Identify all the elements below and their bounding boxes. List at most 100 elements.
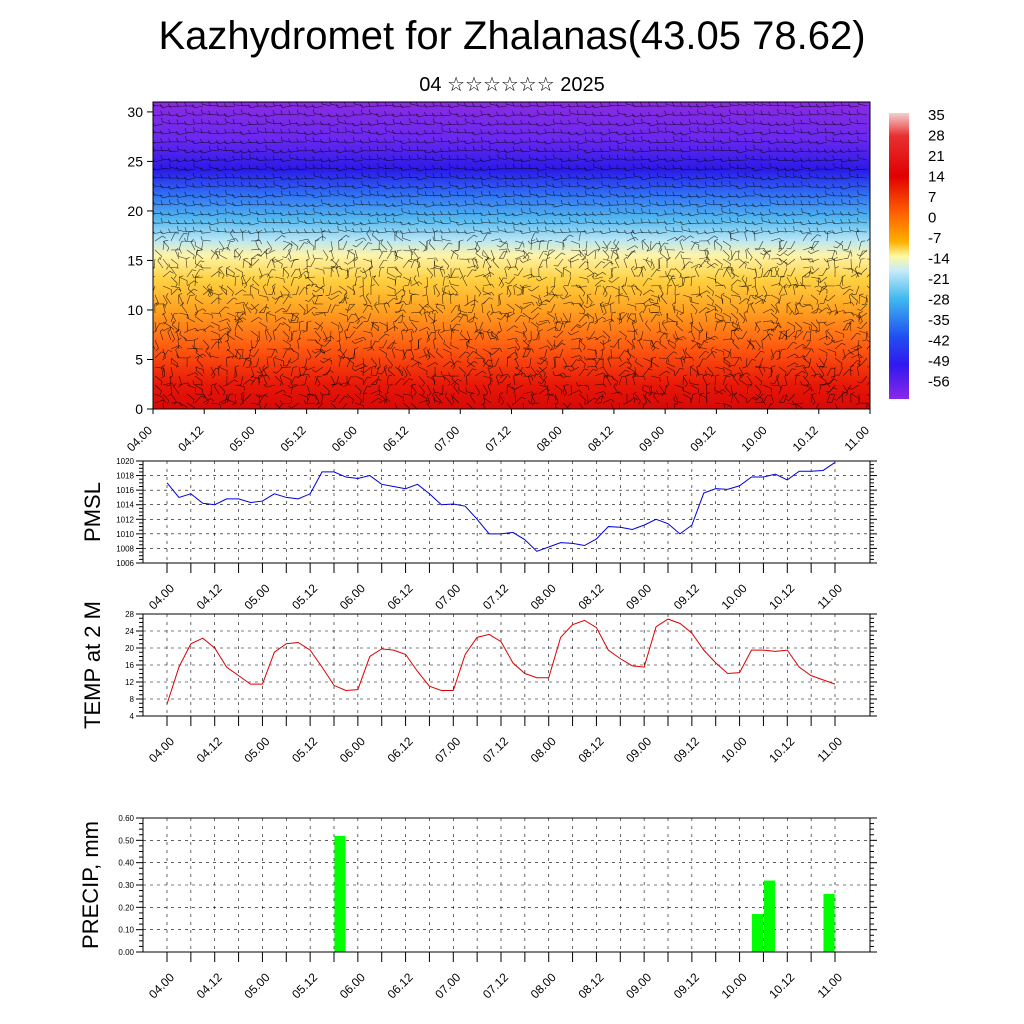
wind-barb-flag [281,264,283,269]
wind-barb-flag [488,210,491,215]
wind-barb-flag [528,145,531,150]
wind-barb-flag [408,111,411,116]
wind-barb-flag [823,166,827,171]
wind-barb [858,168,868,171]
wind-barb-flag [191,212,195,216]
wind-barb-flag [304,242,309,244]
wind-barb-flag [312,246,315,251]
wind-barb [842,167,852,170]
wind-barb [554,204,564,208]
wind-barb [858,211,868,215]
wind-barb-flag [296,146,299,151]
wind-barb [482,177,492,181]
wind-barb-flag [195,249,198,254]
wind-barb [418,157,428,161]
wind-barb-flag [680,137,683,142]
wind-barb [282,123,292,126]
wind-barb-flag [631,194,635,199]
wind-barb-flag [283,278,285,283]
wind-barb-flag [295,269,300,271]
wind-barb [706,212,716,215]
wind-barb-flag [757,276,762,279]
wind-barb [794,122,804,125]
wind-barb-flag [164,239,169,242]
wind-barb-flag [711,176,715,180]
wind-barb-flag [591,112,595,117]
wind-barb-flag [567,259,571,263]
wind-barb-flag [497,217,499,222]
wind-barb-flag [614,256,619,261]
wind-barb [706,276,716,280]
wind-barb-flag [799,193,803,197]
wind-barb-flag [730,230,735,233]
wind-barb-flag [816,227,819,232]
wind-barb-flag [848,182,851,187]
wind-barb-flag [456,164,459,169]
wind-barb-flag [231,193,235,198]
wind-barb [586,194,596,197]
wind-barb-flag [601,247,606,249]
wind-barb [834,231,844,234]
wind-barb-flag [218,250,221,255]
wind-barb-flag [528,174,531,179]
wind-barb-flag [481,144,483,149]
wind-barb-flag [492,257,496,262]
wind-barb [410,158,420,161]
wind-barb [570,258,580,263]
wind-barb [626,251,633,260]
wind-barb-flag [176,138,179,142]
wind-barb-flag [359,103,363,108]
wind-barb-flag [681,225,683,230]
wind-barb-flag [814,285,819,288]
wind-barb [266,105,276,108]
wind-barb [522,231,532,234]
wind-barb [322,141,332,143]
wind-barb [321,232,324,242]
wind-barb-flag [680,173,683,178]
wind-barb [610,211,620,215]
wind-barb [354,237,364,242]
wind-barb [682,276,692,279]
wind-barb [530,232,535,242]
wind-barb [818,105,828,108]
wind-barb [202,150,212,154]
wind-barb-flag [320,138,323,143]
wind-barb-flag [335,104,339,108]
wind-barb-flag [360,154,363,159]
wind-barb [378,175,388,179]
wind-barb [273,159,284,161]
wind-barb-flag [568,191,571,196]
wind-barb-flag [873,292,874,296]
wind-barb-flag [615,140,619,145]
wind-barb-flag [479,122,483,127]
wind-barb-flag [408,228,411,233]
wind-barb-flag [288,247,292,251]
wind-barb [322,167,332,170]
wind-barb-flag [544,111,547,116]
wind-barb-flag [624,145,627,150]
wind-barb [786,123,796,126]
wind-barb [439,268,444,278]
wind-barb-flag [608,136,611,141]
wind-barb [787,258,796,265]
wind-barb-flag [288,190,291,195]
wind-barb [585,240,588,250]
wind-barb-flag [191,104,195,109]
wind-barb [786,168,796,171]
wind-barb-flag [720,172,723,178]
wind-barb [634,212,644,215]
wind-barb [306,204,316,207]
wind-barb [615,250,620,260]
wind-barb-flag [529,252,534,255]
wind-barb-flag [456,209,459,214]
wind-barb [354,159,364,162]
wind-barb [466,231,476,234]
wind-barb-flag [688,181,691,186]
wind-barb-flag [855,166,859,170]
wind-barb [442,114,452,117]
wind-barb [514,222,524,226]
wind-barb [738,213,748,217]
wind-barb [354,203,364,206]
wind-barb [153,267,156,269]
